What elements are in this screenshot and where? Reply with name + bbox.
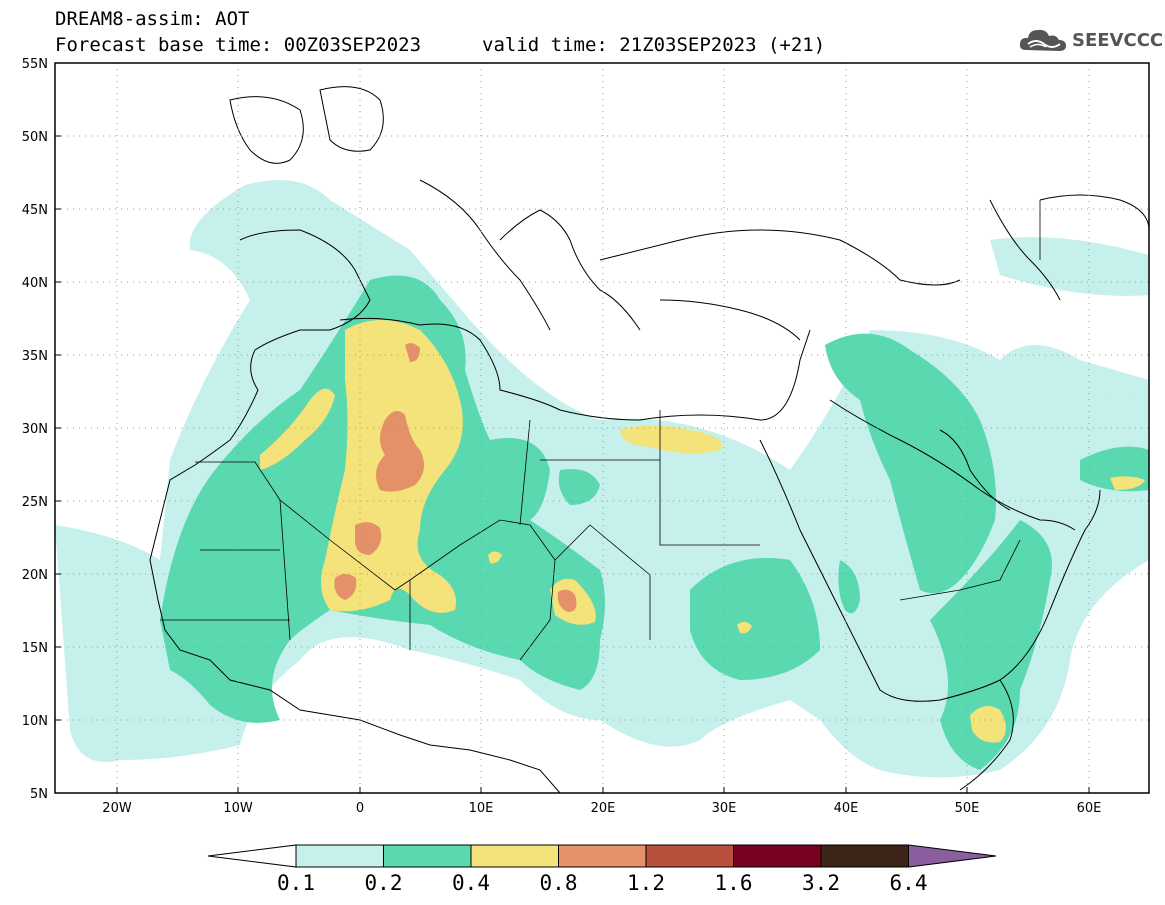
colorbar-segment — [558, 844, 647, 868]
colorbar-label: 3.2 — [802, 871, 840, 895]
grid-lines — [55, 63, 1149, 793]
colorbar-segment — [820, 844, 909, 868]
lon-label: 20W — [102, 801, 132, 816]
colorbar-label: 6.4 — [890, 871, 928, 895]
lon-label: 30E — [712, 801, 737, 816]
lon-label: 50E — [955, 801, 980, 816]
valid-time: valid time: 21Z03SEP2023 (+21) — [482, 34, 826, 56]
lon-label: 60E — [1077, 801, 1102, 816]
latitude-labels: 5N 10N 15N 20N 25N 30N 35N 40N 45N 50N 5… — [22, 57, 48, 802]
lon-label: 20E — [591, 801, 616, 816]
cloud-icon — [1019, 29, 1066, 51]
colorbar-label: 1.6 — [715, 871, 753, 895]
lon-label: 0 — [356, 801, 364, 816]
coastlines — [149, 86, 1149, 793]
lon-label: 10E — [469, 801, 494, 816]
axis-ticks — [55, 62, 1090, 794]
lat-label: 45N — [22, 203, 48, 218]
country-borders — [160, 200, 1041, 661]
lat-label: 50N — [22, 130, 48, 145]
lat-label: 25N — [22, 495, 48, 510]
colorbar-segment — [383, 844, 472, 868]
colorbar-label: 0.2 — [365, 871, 403, 895]
lat-label: 30N — [22, 422, 48, 437]
forecast-base-time: Forecast base time: 00Z03SEP2023 — [55, 34, 422, 56]
seevccc-logo: SEEVCCC — [1018, 26, 1163, 54]
lat-label: 10N — [22, 714, 48, 729]
logo-text: SEEVCCC — [1072, 29, 1164, 51]
lat-label: 40N — [22, 276, 48, 291]
aot-field — [55, 86, 1149, 793]
colorbar-segment — [470, 844, 559, 868]
longitude-labels: 20W 10W 0 10E 20E 30E 40E 50E 60E — [102, 801, 1101, 816]
lat-label: 15N — [22, 641, 48, 656]
lon-label: 10W — [223, 801, 253, 816]
lon-label: 40E — [834, 801, 859, 816]
lat-label: 35N — [22, 349, 48, 364]
aot-band-0.8 — [334, 343, 577, 612]
lat-label: 5N — [30, 787, 48, 802]
colorbar-label: 0.1 — [277, 871, 315, 895]
colorbar-label: 0.4 — [452, 871, 490, 895]
colorbar-label: 1.2 — [627, 871, 665, 895]
lat-label: 20N — [22, 568, 48, 583]
map-title: DREAM8-assim: AOT — [55, 8, 250, 30]
colorbar-segment — [733, 844, 822, 868]
colorbar: 0.1 0.2 0.4 0.8 1.2 1.6 3.2 6.4 — [207, 844, 997, 895]
colorbar-label: 0.8 — [540, 871, 578, 895]
lat-label: 55N — [22, 57, 48, 72]
colorbar-left-arrow — [207, 844, 297, 868]
colorbar-right-arrow — [908, 844, 997, 868]
colorbar-segment — [645, 844, 734, 868]
colorbar-segment — [295, 844, 384, 868]
